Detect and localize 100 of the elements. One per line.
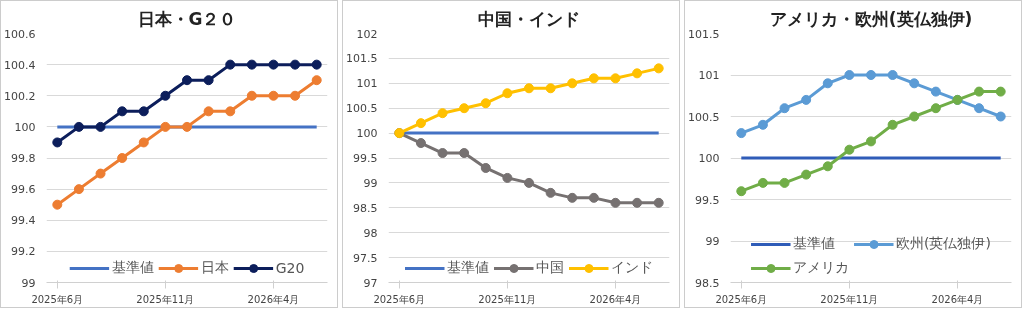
chart-title: 中国・インド (478, 8, 580, 29)
point (822, 78, 833, 89)
point (567, 192, 578, 203)
chart-title: 日本・G２０ (137, 8, 237, 29)
point (138, 137, 149, 148)
point (930, 86, 941, 97)
point (437, 108, 448, 119)
y-tick-label: 97 (363, 276, 378, 290)
y-tick-label: 99.4 (11, 214, 36, 228)
y-tick-label: 101.5 (346, 52, 378, 66)
point (801, 169, 812, 180)
y-tick-label: 98.5 (353, 201, 378, 215)
point (974, 86, 985, 97)
y-tick-label: 99 (705, 235, 720, 248)
point (524, 177, 534, 188)
y-tick-label: 101 (356, 77, 378, 91)
point (268, 90, 279, 101)
point (225, 106, 236, 117)
point (588, 73, 599, 84)
y-tick-label: 100 (14, 120, 36, 134)
y-tick-label: 99.5 (695, 193, 720, 207)
y-tick-label: 99 (21, 276, 36, 290)
point (73, 121, 84, 132)
point (160, 121, 171, 132)
x-tick-label: 2026年4月 (931, 293, 984, 305)
point (844, 70, 855, 80)
point (632, 197, 643, 208)
y-tick-label: 99.2 (11, 245, 36, 259)
point (95, 168, 106, 179)
point (909, 111, 920, 122)
point (290, 90, 301, 101)
x-tick-label: 2025年6月 (31, 293, 84, 305)
point (182, 121, 192, 132)
point (502, 172, 513, 183)
point (52, 137, 63, 148)
point (822, 161, 833, 172)
y-tick-label: 102 (356, 27, 378, 41)
point (225, 59, 236, 70)
point (866, 70, 876, 80)
point (757, 119, 768, 130)
point (887, 119, 898, 130)
point (545, 83, 556, 94)
point (95, 121, 106, 132)
point (415, 138, 426, 149)
y-tick-label: 100.5 (688, 110, 720, 124)
point (117, 153, 128, 163)
point (545, 187, 556, 198)
y-tick-label: 101 (698, 69, 720, 82)
x-tick-label: 2026年4月 (589, 293, 642, 305)
x-tick-label: 2026年4月 (247, 293, 300, 305)
point (290, 59, 301, 70)
y-tick-label: 100.4 (4, 58, 36, 72)
point (736, 128, 747, 139)
y-tick-label: 100 (698, 152, 720, 165)
point (182, 75, 192, 86)
point (632, 68, 643, 79)
point (588, 192, 599, 203)
point (415, 118, 426, 129)
y-tick-label: 100 (356, 127, 378, 141)
y-tick-label: 100.2 (4, 89, 36, 103)
x-tick-label: 2025年6月 (715, 293, 768, 305)
x-tick-label: 2025年6月 (373, 293, 426, 305)
point (73, 184, 84, 195)
y-tick-label: 99.8 (11, 152, 36, 165)
point (246, 59, 257, 70)
x-tick-label: 2025年11月 (820, 293, 879, 305)
point (866, 136, 876, 147)
y-tick-label: 101.5 (688, 27, 720, 41)
point (567, 78, 578, 89)
y-tick-label: 99.6 (11, 183, 36, 197)
point (246, 90, 257, 101)
point (844, 144, 855, 155)
point (801, 94, 812, 105)
point (779, 103, 790, 114)
point (653, 197, 664, 208)
point (610, 197, 621, 208)
point (736, 186, 747, 197)
point (268, 59, 279, 70)
point (930, 103, 941, 114)
point (203, 106, 214, 117)
point (480, 162, 491, 173)
point (117, 106, 128, 117)
y-tick-label: 97.5 (353, 251, 378, 265)
x-tick-label: 2025年11月 (478, 293, 537, 305)
y-tick-label: 99 (363, 176, 378, 190)
point (480, 98, 491, 109)
y-tick-label: 100.6 (4, 27, 36, 41)
point (52, 199, 63, 210)
point (757, 177, 768, 188)
y-tick-label: 98.5 (695, 276, 720, 290)
point (779, 177, 790, 188)
chart-title: アメリカ・欧州(英仏独伊) (769, 8, 973, 29)
point (311, 59, 322, 70)
legend-label: インド (611, 259, 653, 277)
point (974, 103, 985, 114)
legend-label: 基準値 (111, 259, 154, 277)
legend-label: 基準値 (793, 235, 836, 253)
point (610, 73, 621, 84)
point (909, 78, 920, 89)
legend-label: 中国 (536, 259, 564, 277)
